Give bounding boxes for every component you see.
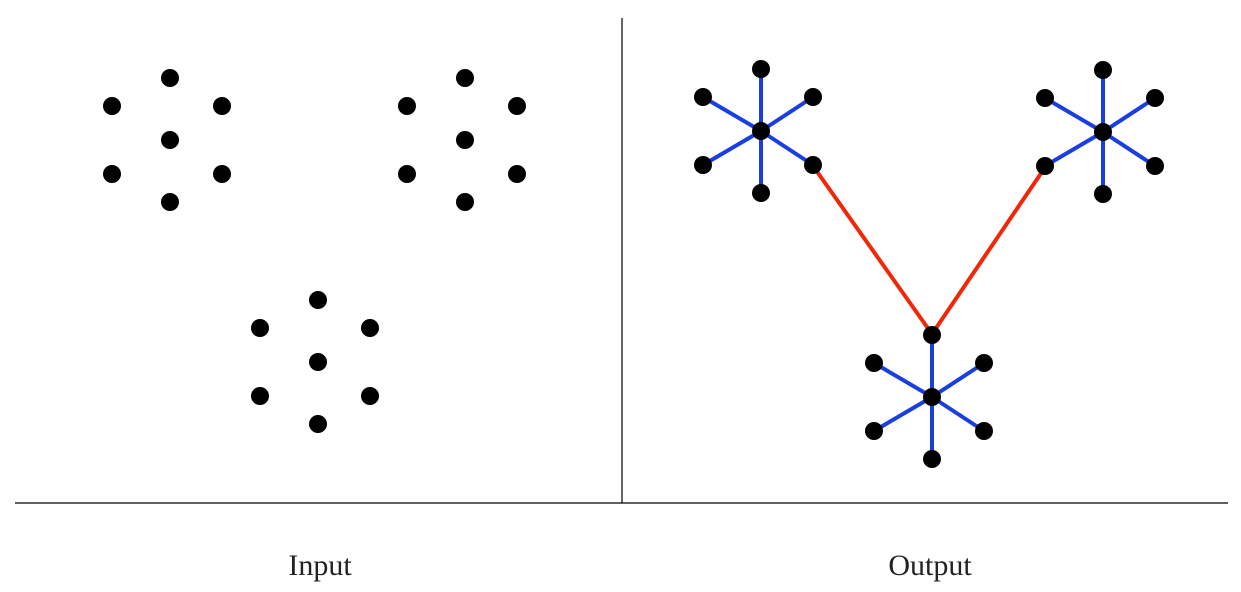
node: [361, 387, 379, 405]
node: [1146, 89, 1164, 107]
star-edge: [930, 395, 986, 433]
node: [1036, 89, 1054, 107]
node: [456, 131, 474, 149]
node: [251, 387, 269, 405]
node: [1146, 157, 1164, 175]
node: [1094, 185, 1112, 203]
node: [161, 193, 179, 211]
node: [694, 88, 712, 106]
node: [398, 165, 416, 183]
node: [103, 97, 121, 115]
node: [804, 88, 822, 106]
node: [309, 415, 327, 433]
star-edge: [930, 361, 986, 399]
node: [975, 422, 993, 440]
node: [309, 353, 327, 371]
star-edge: [1101, 96, 1157, 134]
node: [1036, 157, 1054, 175]
panel-label: Input: [288, 549, 352, 582]
node: [309, 291, 327, 309]
node: [456, 69, 474, 87]
star-edge: [759, 129, 815, 167]
star-edge: [1101, 130, 1157, 168]
star-edge: [872, 395, 934, 433]
node: [251, 319, 269, 337]
node: [865, 422, 883, 440]
link-edge: [811, 164, 934, 336]
star-edge: [1043, 130, 1105, 168]
node: [508, 165, 526, 183]
star-edge: [759, 95, 815, 133]
node: [923, 450, 941, 468]
star-edge: [872, 361, 934, 399]
node: [161, 69, 179, 87]
node: [923, 326, 941, 344]
link-edge: [930, 164, 1048, 336]
node: [804, 156, 822, 174]
node: [398, 97, 416, 115]
edges: [701, 69, 1157, 459]
node: [103, 165, 121, 183]
node: [752, 122, 770, 140]
star-edge: [701, 129, 763, 167]
node: [456, 193, 474, 211]
panel-label: Output: [888, 549, 972, 582]
node: [752, 184, 770, 202]
node: [975, 354, 993, 372]
node: [161, 131, 179, 149]
node: [508, 97, 526, 115]
star-edge: [701, 95, 763, 133]
node: [923, 388, 941, 406]
star-edge: [1043, 96, 1105, 134]
node: [1094, 123, 1112, 141]
node: [752, 60, 770, 78]
node: [213, 165, 231, 183]
dots: [103, 60, 1164, 468]
node: [865, 354, 883, 372]
node: [361, 319, 379, 337]
node: [694, 156, 712, 174]
node: [213, 97, 231, 115]
node: [1094, 61, 1112, 79]
